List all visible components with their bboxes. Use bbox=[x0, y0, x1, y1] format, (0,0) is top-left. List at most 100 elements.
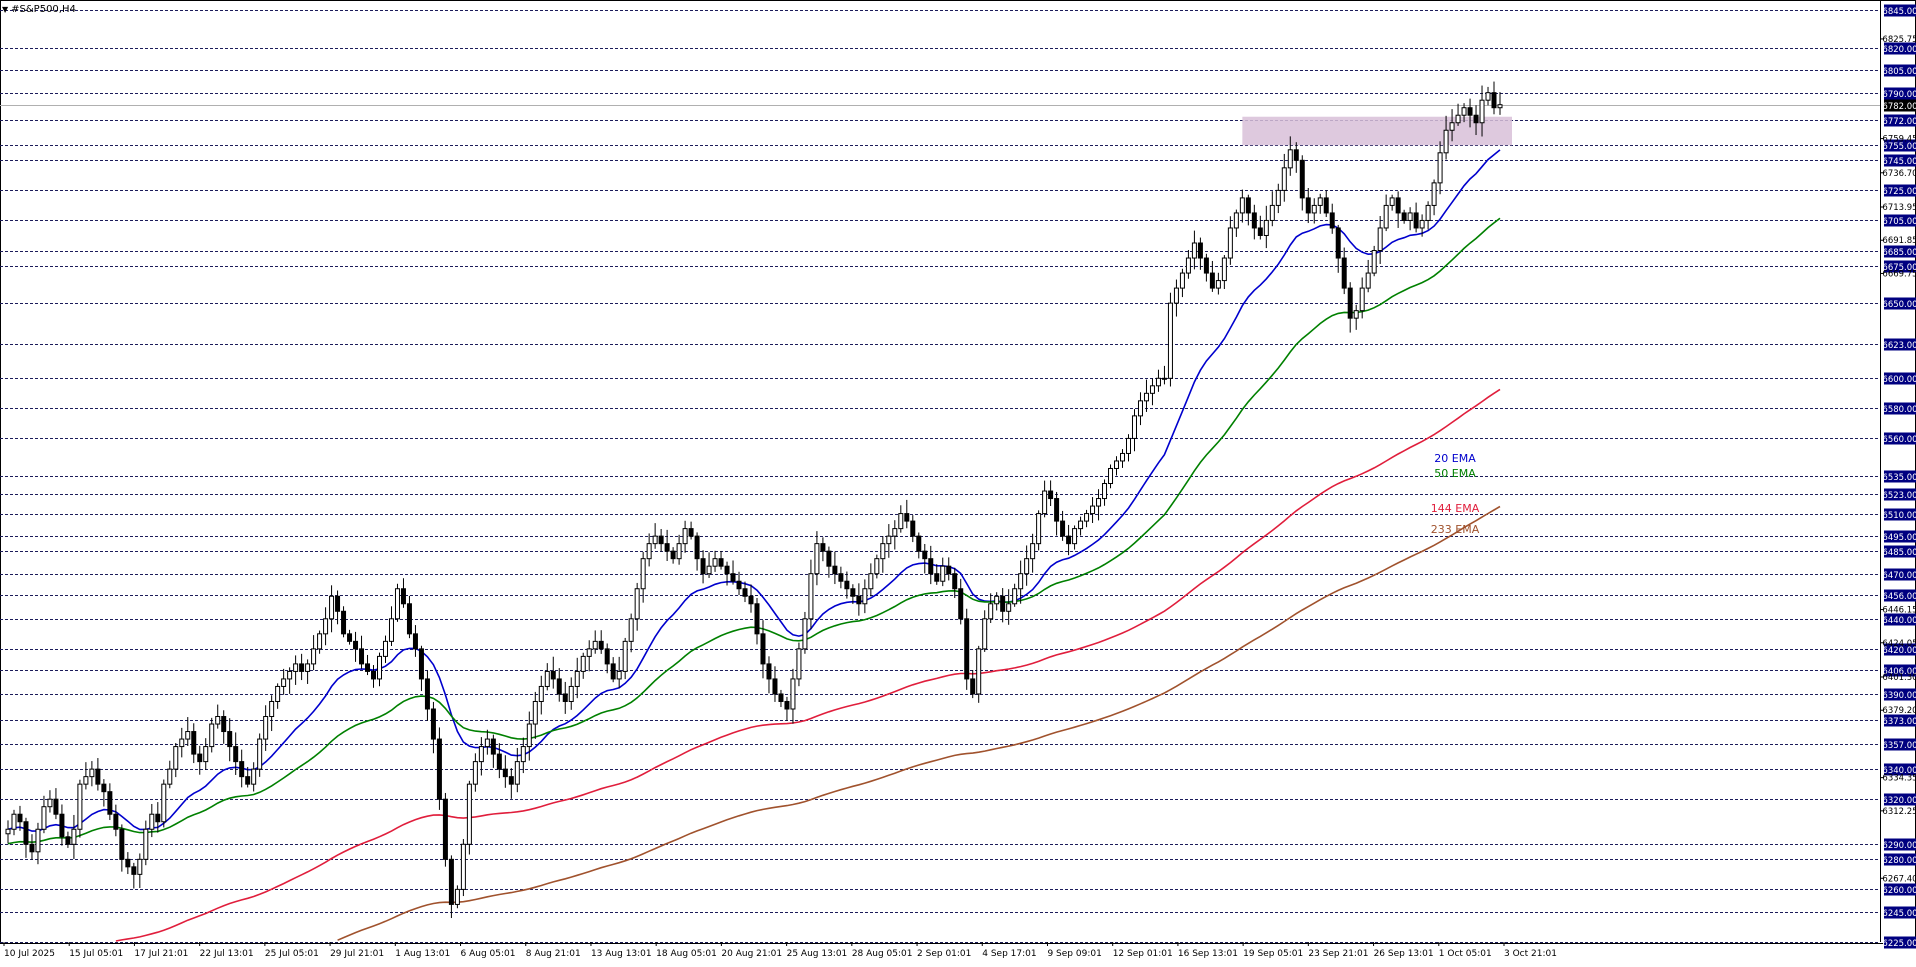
candle-body bbox=[1431, 182, 1437, 206]
candle-body bbox=[706, 565, 712, 575]
legend-ema144: 144 EMA bbox=[1431, 502, 1480, 515]
candle-body bbox=[1425, 204, 1431, 221]
candle-body bbox=[496, 753, 502, 770]
candle-body bbox=[179, 738, 185, 748]
candle-body bbox=[1245, 197, 1251, 214]
candle-body bbox=[41, 806, 47, 830]
candle-body bbox=[916, 535, 922, 552]
level-label: 6245.00 bbox=[1882, 909, 1916, 919]
level-tag bbox=[1884, 139, 1916, 152]
candle-body bbox=[1293, 149, 1299, 161]
level-tag bbox=[1884, 297, 1916, 310]
candle-body bbox=[1239, 197, 1245, 214]
candle-body bbox=[688, 528, 694, 537]
candle-body bbox=[586, 648, 592, 657]
candle-body bbox=[1281, 167, 1287, 191]
time-label: 22 Jul 13:01 bbox=[200, 949, 254, 959]
candle-body bbox=[1287, 149, 1293, 169]
minor-tick-label: 6713.95 bbox=[1882, 203, 1916, 213]
candle-body bbox=[562, 693, 568, 702]
candle-body bbox=[1161, 377, 1167, 380]
time-label: 12 Sep 01:01 bbox=[1113, 949, 1173, 959]
time-label: 3 Oct 21:01 bbox=[1504, 949, 1557, 959]
candle-body bbox=[718, 558, 724, 567]
level-tag bbox=[1884, 906, 1916, 919]
candle-body bbox=[1233, 212, 1239, 229]
time-axis: 10 Jul 2025 15 Jul 05:01 17 Jul 21:01 22 Ju… bbox=[3, 942, 1557, 959]
candle-body bbox=[1197, 242, 1203, 259]
candle-body bbox=[1084, 513, 1090, 522]
candle-body bbox=[976, 648, 982, 695]
candle-body bbox=[1042, 490, 1048, 515]
candle-body bbox=[311, 648, 317, 665]
candle-body bbox=[406, 603, 412, 635]
time-label: 20 Aug 21:01 bbox=[721, 949, 782, 959]
level-tag bbox=[1884, 714, 1916, 727]
legend-ema233: 233 EMA bbox=[1431, 523, 1480, 536]
candle-body bbox=[550, 670, 556, 680]
candle-body bbox=[1036, 513, 1042, 545]
level-tag bbox=[1884, 402, 1916, 415]
candle-body bbox=[430, 708, 436, 740]
candle-body bbox=[173, 746, 179, 770]
candle-body bbox=[1179, 272, 1185, 289]
candle-body bbox=[329, 595, 335, 620]
candle-body bbox=[850, 588, 856, 597]
plot-frame bbox=[0, 0, 1916, 944]
time-label: 1 Aug 13:01 bbox=[395, 949, 450, 959]
candle-body bbox=[11, 813, 17, 830]
candle-body bbox=[796, 648, 802, 680]
candle-body bbox=[820, 543, 826, 552]
dropdown-arrow-icon[interactable]: ▼ bbox=[2, 4, 9, 14]
time-label: 4 Sep 17:01 bbox=[982, 949, 1036, 959]
candle-body bbox=[305, 663, 311, 672]
candle-body bbox=[934, 573, 940, 582]
candle-body bbox=[838, 573, 844, 582]
candle-body bbox=[910, 520, 916, 537]
candle-body bbox=[664, 543, 670, 552]
candle-body bbox=[1443, 129, 1449, 154]
candle-body bbox=[1078, 520, 1084, 530]
candle-body bbox=[335, 595, 341, 612]
candle-body bbox=[742, 588, 748, 597]
time-label: 1 Oct 05:01 bbox=[1439, 949, 1492, 959]
candle-body bbox=[1269, 204, 1275, 221]
candle-body bbox=[1353, 310, 1359, 319]
candle-body bbox=[1497, 104, 1503, 109]
chart-symbol-title: #S&P500,H4 bbox=[11, 3, 76, 15]
level-tag bbox=[1884, 793, 1916, 806]
candle-body bbox=[191, 731, 197, 755]
level-tag bbox=[1884, 64, 1916, 77]
level-label: 6340.00 bbox=[1882, 766, 1916, 776]
candle-body bbox=[574, 670, 580, 687]
time-label: 13 Aug 13:01 bbox=[591, 949, 652, 959]
level-label: 6755.00 bbox=[1882, 142, 1916, 152]
level-label: 6623.00 bbox=[1882, 341, 1916, 351]
candle-body bbox=[700, 558, 706, 575]
candle-body bbox=[1329, 212, 1335, 229]
level-tag bbox=[1884, 643, 1916, 656]
candle-body bbox=[1299, 159, 1305, 199]
candle-body bbox=[880, 543, 886, 560]
candle-body bbox=[532, 700, 538, 725]
candle-body bbox=[365, 663, 371, 672]
candle-body bbox=[526, 723, 532, 748]
level-label: 6523.00 bbox=[1882, 491, 1916, 501]
candle-body bbox=[988, 603, 994, 620]
chart-title-bar[interactable]: ▼ #S&P500,H4 bbox=[2, 2, 76, 16]
candle-body bbox=[760, 633, 766, 665]
level-tag bbox=[1884, 338, 1916, 351]
time-label: 2 Sep 01:01 bbox=[917, 949, 971, 959]
candle-body bbox=[1209, 272, 1215, 289]
candle-body bbox=[1012, 588, 1018, 605]
candle-body bbox=[1413, 212, 1419, 229]
horizontal-levels bbox=[0, 0, 1916, 944]
candle-body bbox=[682, 528, 688, 545]
level-label: 6320.00 bbox=[1882, 796, 1916, 806]
candle-body bbox=[712, 558, 718, 567]
level-tag bbox=[1884, 545, 1916, 558]
candle-body bbox=[1317, 197, 1323, 206]
candle-body bbox=[448, 858, 454, 905]
